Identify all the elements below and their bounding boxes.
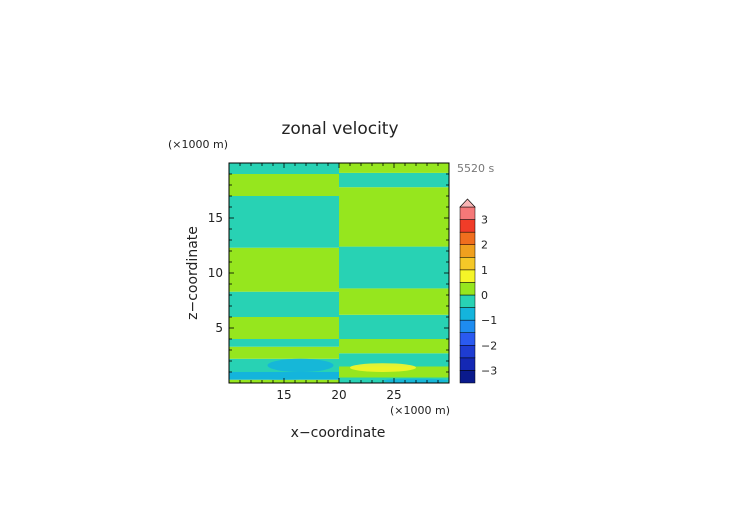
x-tick-label: 15	[276, 388, 291, 402]
colorbar-tick-label: 2	[481, 239, 488, 252]
axes: 15 20 25 5 10 15	[208, 162, 450, 402]
heatmap-band-right	[339, 314, 449, 339]
colorbar-segment	[459, 206, 476, 220]
y-tick-label: 5	[215, 321, 223, 335]
colorbar-segment	[459, 244, 476, 258]
colorbar-segment	[459, 231, 476, 245]
heatmap-band-left	[229, 291, 339, 317]
heatmap-band-right	[339, 246, 449, 289]
colorbar-segment	[459, 319, 476, 333]
x-tick-label: 25	[386, 388, 401, 402]
heatmap-band-right	[339, 339, 449, 354]
colorbar-over-arrow	[459, 198, 476, 208]
colorbar-tick-label: −1	[481, 314, 497, 327]
colorbar-segment	[459, 219, 476, 233]
colorbar-tick-label: −3	[481, 364, 497, 377]
heatmap-band-right	[339, 366, 449, 378]
heatmap-band-left	[229, 196, 339, 248]
colorbar-segment	[459, 257, 476, 271]
colorbar-segment	[459, 357, 476, 371]
y-axis-label: z−coordinate	[185, 226, 201, 320]
colorbar-segment	[459, 307, 476, 321]
heatmap-plot-area	[229, 163, 449, 383]
heatmap-band-right	[339, 353, 449, 367]
colorbar-tick-label: −2	[481, 339, 497, 352]
heatmap-feature	[267, 358, 334, 372]
time-label: 5520 s	[457, 162, 494, 175]
heatmap-band-right	[339, 187, 449, 247]
heatmap-band-left	[229, 174, 339, 196]
heatmap-feature	[229, 372, 339, 380]
colorbar-tick-label: 0	[481, 289, 488, 302]
colorbar-segment	[459, 332, 476, 346]
y-tick-label: 15	[208, 211, 223, 225]
x-unit-label: (×1000 m)	[390, 404, 450, 417]
colorbar-tick-label: 1	[481, 264, 488, 277]
x-axis-label: x−coordinate	[291, 425, 386, 441]
colorbar: 3 2 1 0 −1 −2 −3	[459, 198, 497, 384]
heatmap-band-left	[229, 346, 339, 359]
heatmap-band-left	[229, 247, 339, 292]
y-unit-label: (×1000 m)	[168, 138, 228, 151]
colorbar-segment	[459, 282, 476, 296]
colorbar-segment	[459, 269, 476, 283]
heatmap-band-left	[229, 317, 339, 339]
colorbar-segment	[459, 370, 476, 384]
colorbar-segment	[459, 345, 476, 359]
x-tick-label: 20	[331, 388, 346, 402]
heatmap-band-left	[229, 163, 339, 174]
chart-title: zonal velocity	[281, 119, 398, 139]
heatmap-band-left	[229, 339, 339, 347]
heatmap-band-right	[339, 172, 449, 188]
y-tick-label: 10	[208, 266, 223, 280]
colorbar-tick-label: 3	[481, 214, 488, 227]
colorbar-segment	[459, 294, 476, 308]
heatmap-feature	[350, 363, 416, 372]
heatmap-band-right	[339, 288, 449, 315]
